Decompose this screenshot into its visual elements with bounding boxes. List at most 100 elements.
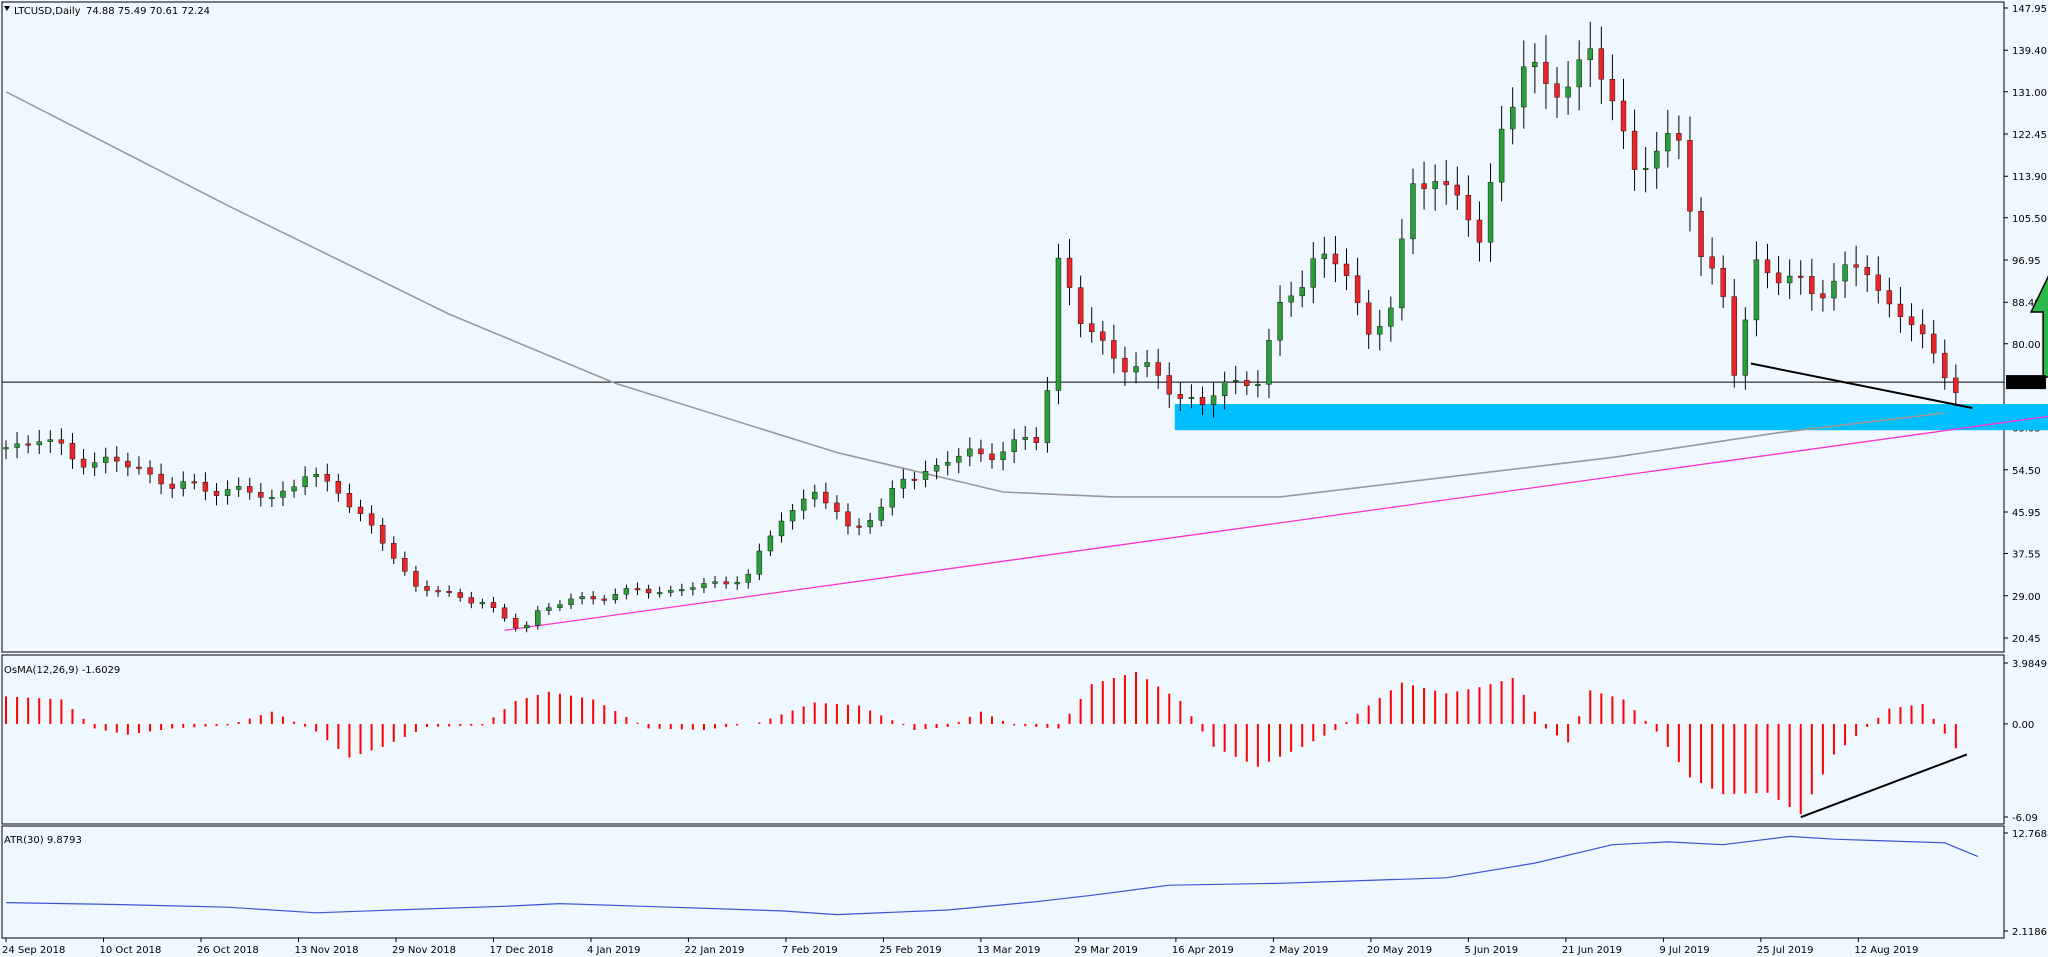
bear-candle xyxy=(1476,219,1483,243)
bull-candle xyxy=(1753,259,1760,321)
time-tick-label: 4 Jan 2019 xyxy=(587,945,641,956)
bear-candle xyxy=(1554,83,1560,98)
atr-axis-tick-label: 2.1186 xyxy=(2012,927,2047,938)
bear-candle xyxy=(911,478,918,481)
bear-candle xyxy=(125,460,131,468)
bear-candle xyxy=(136,466,142,469)
bear-candle xyxy=(1720,267,1726,297)
bull-candle xyxy=(900,478,907,489)
bear-candle xyxy=(1100,331,1106,341)
price-axis-tick-label: 105.50 xyxy=(2012,214,2047,225)
bull-candle xyxy=(1299,287,1305,297)
bear-candle xyxy=(723,581,729,585)
bear-candle xyxy=(357,506,364,514)
current-price-label: 72.24 xyxy=(2012,378,2041,389)
bull-candle xyxy=(546,607,552,611)
time-tick-label: 7 Feb 2019 xyxy=(782,945,838,956)
bull-candle xyxy=(235,486,242,490)
bear-candle xyxy=(1886,290,1893,305)
bear-candle xyxy=(834,502,840,512)
bear-candle xyxy=(80,458,87,468)
bear-candle xyxy=(25,443,31,446)
bull-candle xyxy=(1399,238,1405,309)
time-tick-label: 20 May 2019 xyxy=(1367,945,1432,956)
bear-candle xyxy=(989,453,995,460)
rising-trendline xyxy=(504,415,2048,631)
bull-candle xyxy=(568,598,574,605)
bear-candle xyxy=(845,511,851,527)
bear-candle xyxy=(501,607,508,619)
bull-candle xyxy=(812,491,818,500)
bull-candle xyxy=(103,456,109,463)
time-tick-label: 12 Aug 2019 xyxy=(1854,945,1918,956)
bear-candle xyxy=(202,481,209,492)
bear-candle xyxy=(1543,61,1549,84)
bull-candle xyxy=(1255,384,1261,387)
bear-candle xyxy=(1709,256,1715,269)
bear-candle xyxy=(856,525,862,528)
bull-candle xyxy=(1377,326,1383,335)
bull-candle xyxy=(745,574,751,583)
bear-candle xyxy=(645,588,652,594)
price-axis-tick-label: 96.95 xyxy=(2012,256,2041,267)
bear-candle xyxy=(1332,253,1339,265)
bear-candle xyxy=(1908,316,1915,326)
bear-candle xyxy=(1775,272,1782,284)
bear-candle xyxy=(424,586,430,591)
bull-candle xyxy=(180,481,186,489)
bull-candle xyxy=(612,594,619,601)
moving-average-line xyxy=(5,91,1945,498)
bear-candle xyxy=(1089,323,1095,333)
bear-candle xyxy=(1598,48,1605,80)
bear-candle xyxy=(169,483,175,489)
bear-candle xyxy=(1244,380,1250,386)
osma-axis-tick-label: 3.9849 xyxy=(2012,659,2047,670)
price-axis-frame xyxy=(1,1,2005,653)
bull-candle xyxy=(579,596,585,600)
bull-candle xyxy=(1277,302,1283,341)
bull-candle xyxy=(956,455,962,463)
time-tick-label: 29 Nov 2018 xyxy=(392,945,456,956)
bear-candle xyxy=(1897,303,1904,317)
bull-candle xyxy=(933,464,940,472)
up-arrow-icon xyxy=(2029,275,2048,378)
bull-candle xyxy=(656,592,663,595)
bull-candle xyxy=(668,590,674,593)
bear-candle xyxy=(1930,333,1937,354)
bull-candle xyxy=(767,535,774,552)
bull-candle xyxy=(679,589,685,592)
bear-candle xyxy=(1698,210,1704,257)
bear-candle xyxy=(1942,352,1948,379)
bull-candle xyxy=(789,510,796,522)
time-tick-label: 2 May 2019 xyxy=(1269,945,1328,956)
price-axis-tick-label: 131.00 xyxy=(2012,88,2047,99)
bull-candle xyxy=(1011,439,1017,452)
bear-candle xyxy=(1033,437,1040,443)
bull-candle xyxy=(1000,451,1006,460)
time-tick-label: 17 Dec 2018 xyxy=(489,945,553,956)
bull-candle xyxy=(1210,395,1217,405)
bear-candle xyxy=(58,439,65,444)
bear-candle xyxy=(1421,183,1427,189)
bear-candle xyxy=(324,473,330,482)
bull-candle xyxy=(778,520,785,537)
bull-candle xyxy=(47,439,54,442)
bull-candle xyxy=(557,604,563,608)
bull-candle xyxy=(224,489,231,496)
bull-candle xyxy=(1565,86,1571,98)
bear-candle xyxy=(512,618,519,629)
time-tick-label: 13 Mar 2019 xyxy=(977,945,1040,956)
bear-candle xyxy=(446,591,452,593)
bear-candle xyxy=(158,473,164,485)
dropdown-icon[interactable] xyxy=(4,6,10,11)
bear-candle xyxy=(1066,257,1073,288)
bear-candle xyxy=(1077,287,1084,324)
bear-candle xyxy=(191,481,198,484)
current-price-badge xyxy=(2006,375,2046,390)
bear-candle xyxy=(69,443,76,460)
bear-candle xyxy=(1687,140,1693,212)
bear-candle xyxy=(1853,264,1859,268)
time-axis: 24 Sep 2018 10 Oct 2018 26 Oct 2018 13 Nov … xyxy=(2,938,1918,956)
bear-candle xyxy=(1199,396,1206,405)
